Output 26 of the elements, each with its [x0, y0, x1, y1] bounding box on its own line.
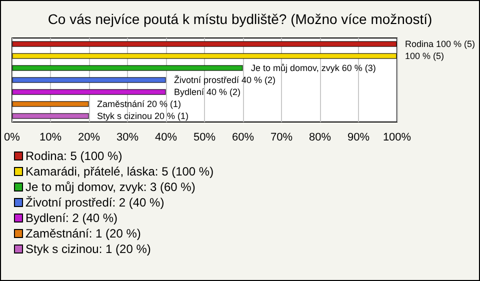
- x-tick-label: 0%: [4, 132, 20, 144]
- x-tick-label: 30%: [116, 132, 139, 144]
- legend-label: Životní prostředí: 2 (40 %): [26, 196, 164, 210]
- data-label: Je to můj domov, zvyk 60 % (3): [251, 63, 376, 73]
- x-tick-label: 40%: [154, 132, 178, 144]
- x-tick-label: 90%: [347, 132, 370, 144]
- data-label: Bydlení 40 % (2): [174, 87, 241, 97]
- x-tick-label: 70%: [270, 132, 293, 144]
- data-label: Životní prostředí 40 % (2): [174, 75, 276, 85]
- legend-label: Zaměstnání: 1 (20 %): [26, 226, 141, 240]
- x-tick-label: 10%: [39, 132, 62, 144]
- data-label: Rodina 100 % (5): [405, 39, 476, 49]
- x-tick-label: 100%: [382, 132, 412, 144]
- chart-title: Co vás nejvíce poutá k místu bydliště? (Možno více možností): [48, 11, 432, 27]
- legend-label: Styk s cizinou: 1 (20 %): [26, 242, 151, 256]
- x-tick-label: 50%: [193, 132, 216, 144]
- x-tick-label: 20%: [78, 132, 100, 144]
- legend-label: Rodina: 5 (100 %): [26, 149, 122, 163]
- legend-label: Je to můj domov, zvyk: 3 (60 %): [26, 180, 196, 194]
- data-label: Zaměstnání 20 % (1): [97, 99, 182, 109]
- legend-label: Kamarádi, přátelé, láska: 5 (100 %): [26, 164, 214, 178]
- x-tick-label: 80%: [308, 132, 332, 144]
- data-label: Styk s cizinou 20 % (1): [97, 111, 189, 121]
- legend-label: Bydlení: 2 (40 %): [26, 211, 118, 225]
- data-label: 100 % (5): [405, 51, 444, 61]
- x-tick-label: 60%: [232, 132, 254, 144]
